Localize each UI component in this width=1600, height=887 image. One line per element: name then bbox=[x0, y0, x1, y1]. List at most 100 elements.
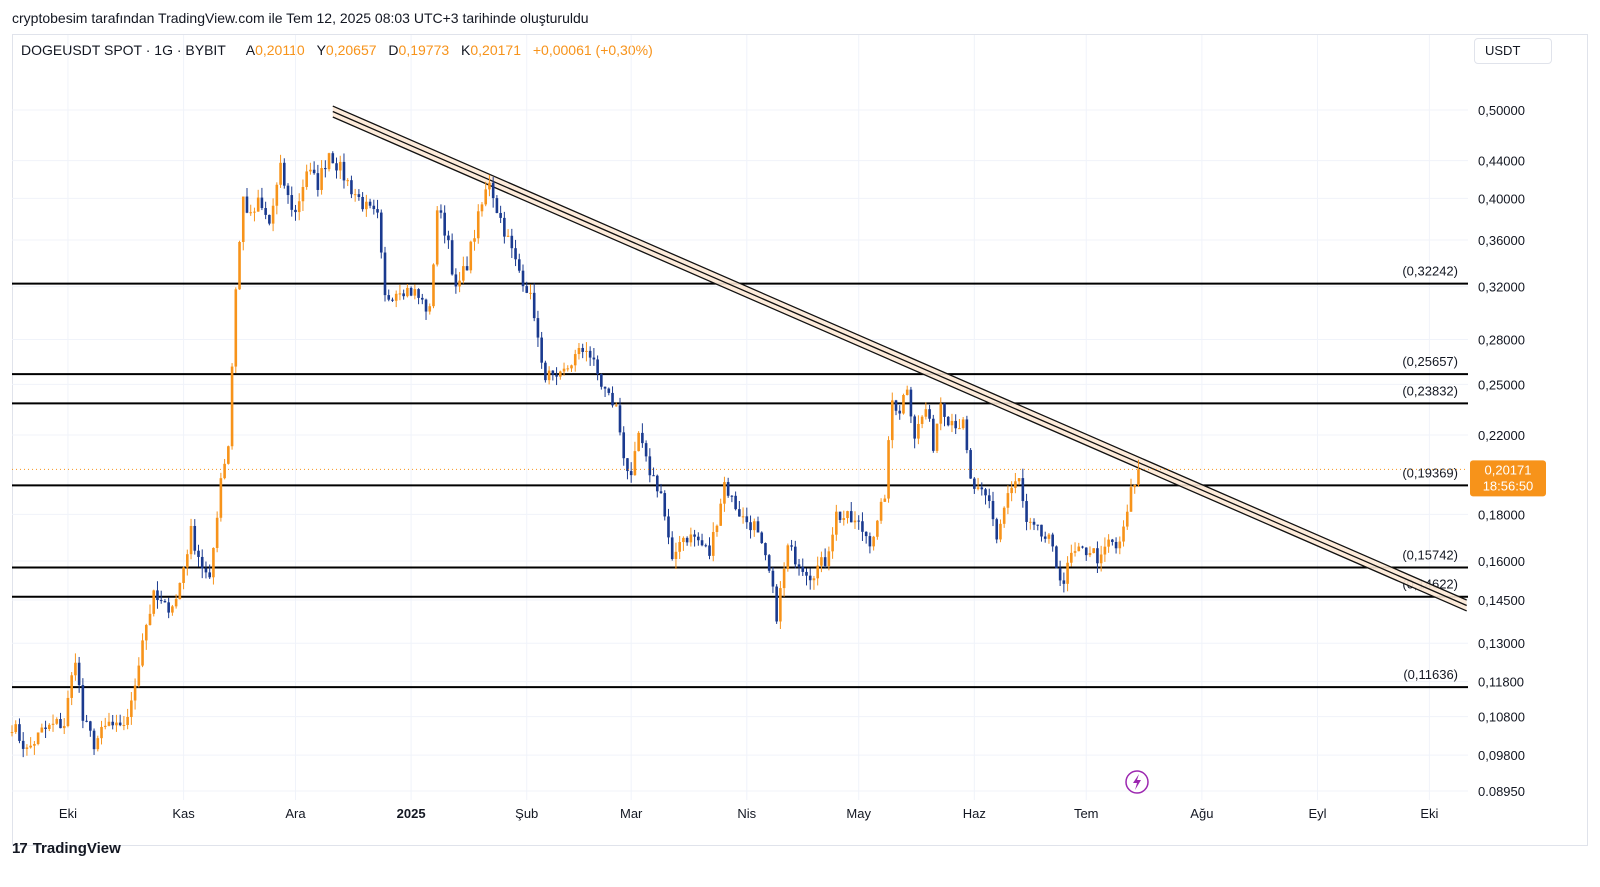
candle-body bbox=[670, 537, 674, 560]
candle-body bbox=[137, 665, 141, 686]
candle-body bbox=[1092, 548, 1095, 554]
candle-body bbox=[730, 495, 734, 497]
candle-body bbox=[566, 368, 570, 370]
candle-body bbox=[682, 537, 685, 543]
candle-body bbox=[532, 292, 536, 319]
candle-body bbox=[905, 389, 909, 396]
candle-body bbox=[708, 545, 711, 556]
candle-body bbox=[846, 511, 849, 519]
price-tick-label: 0,11800 bbox=[1478, 675, 1524, 690]
candle-body bbox=[301, 186, 305, 202]
candle-body bbox=[89, 721, 92, 731]
open-value: 0,20110 bbox=[255, 42, 305, 58]
candle-body bbox=[920, 416, 924, 424]
candle-body bbox=[585, 350, 588, 352]
candle-body bbox=[327, 153, 331, 170]
candle-body bbox=[238, 241, 241, 290]
candle-body bbox=[805, 571, 808, 576]
tradingview-logo-icon: 17 bbox=[12, 840, 28, 857]
candle-body bbox=[159, 600, 163, 602]
candle-body bbox=[618, 405, 622, 433]
candle-body bbox=[663, 493, 667, 517]
candle-body bbox=[148, 613, 152, 626]
candle-body bbox=[77, 662, 81, 686]
symbol-name[interactable]: DOGEUSDT SPOT · 1G · BYBIT bbox=[21, 42, 226, 58]
tradingview-logo[interactable]: 17 TradingView bbox=[12, 840, 121, 857]
price-tick-label: 0,18000 bbox=[1478, 507, 1525, 522]
price-axis[interactable]: 0,50000 0,44000 0,40000 0,36000 0,32000 0,280… bbox=[1478, 103, 1525, 799]
candle-body bbox=[648, 456, 652, 476]
candle-body bbox=[14, 724, 18, 733]
candle-body bbox=[1103, 546, 1107, 555]
candle-body bbox=[823, 557, 827, 566]
candle-body bbox=[734, 495, 737, 510]
candle-body bbox=[297, 201, 301, 213]
candle-body bbox=[965, 419, 969, 451]
alert-icon-group[interactable] bbox=[1125, 770, 1149, 794]
candle-body bbox=[1066, 562, 1069, 584]
candle-body bbox=[596, 359, 599, 375]
candle-body bbox=[372, 205, 376, 210]
candle-body bbox=[331, 153, 335, 164]
candle-body bbox=[973, 478, 976, 489]
candle-body bbox=[644, 443, 648, 457]
candle-body bbox=[771, 570, 775, 587]
candle-body bbox=[495, 198, 499, 213]
candle-body bbox=[1062, 580, 1066, 584]
candle-body bbox=[25, 747, 29, 749]
candle-body bbox=[752, 521, 756, 531]
candle-body bbox=[652, 475, 655, 477]
candle-body bbox=[432, 264, 435, 307]
candle-body bbox=[353, 194, 357, 196]
channel-line bbox=[332, 105, 1467, 601]
candle-body bbox=[103, 725, 107, 727]
candle-body bbox=[458, 280, 461, 287]
time-axis[interactable]: Eki Kas Ara 2025 Şub Mar Nis May Haz Tem Ağu Eyl Eki bbox=[59, 806, 1439, 821]
descending-trend-channel[interactable] bbox=[332, 105, 1467, 612]
candle-body bbox=[935, 423, 939, 451]
time-tick-label: Tem bbox=[1074, 806, 1099, 821]
currency-unit-button[interactable]: USDT bbox=[1474, 38, 1552, 64]
candle-body bbox=[797, 564, 801, 567]
candle-body bbox=[1114, 541, 1118, 549]
candle-body bbox=[126, 716, 129, 725]
candle-body bbox=[786, 545, 790, 569]
candle-body bbox=[96, 738, 100, 750]
candle-body bbox=[365, 201, 368, 210]
candle-body bbox=[876, 520, 879, 537]
candle-body bbox=[488, 182, 491, 190]
candle-body bbox=[391, 299, 394, 301]
candle-body bbox=[66, 697, 70, 727]
candle-body bbox=[186, 554, 189, 568]
candle-body bbox=[439, 210, 443, 213]
candle-body bbox=[853, 520, 857, 523]
candle-body bbox=[1036, 524, 1040, 526]
candle-body bbox=[715, 525, 719, 532]
candle-body bbox=[1077, 546, 1081, 552]
channel-line bbox=[332, 110, 1467, 607]
candle-body bbox=[820, 557, 823, 566]
candle-body bbox=[864, 531, 868, 537]
candle-body bbox=[81, 685, 85, 721]
candle-body bbox=[133, 685, 137, 701]
price-tick-label: 0,28000 bbox=[1478, 333, 1525, 348]
candle-body bbox=[741, 516, 745, 518]
candle-body bbox=[342, 161, 346, 181]
candle-body bbox=[36, 732, 40, 745]
candle-body bbox=[33, 744, 36, 746]
candle-body bbox=[1047, 534, 1051, 539]
candle-body bbox=[1021, 478, 1025, 502]
price-tick-label: 0.08950 bbox=[1478, 784, 1525, 799]
candle-body bbox=[312, 169, 316, 174]
candle-body bbox=[894, 400, 898, 411]
price-tick-label: 0,50000 bbox=[1478, 103, 1525, 118]
candle-body bbox=[144, 625, 148, 641]
candle-body bbox=[999, 523, 1002, 540]
candle-body bbox=[592, 357, 596, 360]
candle-body bbox=[987, 495, 991, 502]
candle-body bbox=[1088, 553, 1092, 556]
candle-body bbox=[286, 185, 290, 196]
candle-body bbox=[268, 214, 271, 224]
candle-body bbox=[898, 410, 902, 414]
